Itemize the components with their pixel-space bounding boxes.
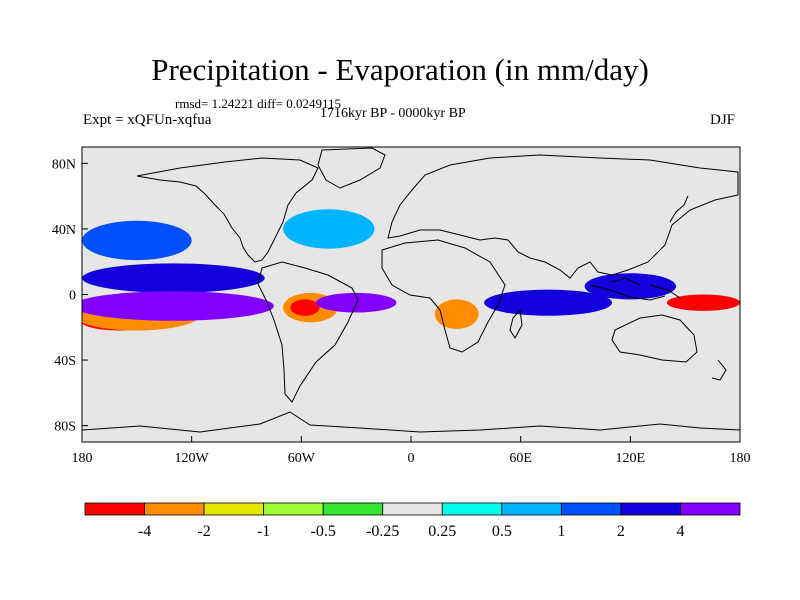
colorbar-swatch-5 <box>382 502 443 516</box>
coastline-south-america <box>257 261 359 403</box>
coastline-layer <box>82 147 740 433</box>
y-tick-label-2: 0 <box>69 289 76 304</box>
field-feature-10 <box>434 299 479 329</box>
coastline-africa <box>381 239 506 353</box>
colorbar-swatch-9 <box>620 502 681 516</box>
coastline-new-zealand <box>711 359 727 381</box>
colorbar-swatch-6 <box>441 502 503 516</box>
field-layer <box>82 209 740 331</box>
coastline-japan <box>669 195 689 223</box>
y-tick-label-3: 40S <box>54 354 76 369</box>
season-label: DJF <box>710 112 736 128</box>
colorbar-swatch-3 <box>263 502 324 516</box>
colorbar-label-1: -2 <box>197 523 210 540</box>
colorbar-label-2: -1 <box>257 523 270 540</box>
colorbar-label-8: 2 <box>617 523 625 540</box>
field-feature-9 <box>283 209 375 249</box>
stats-label: rmsd= 1.24221 diff= 0.0249115 <box>175 96 341 111</box>
colorbar-swatch-1 <box>144 502 205 516</box>
colorbar-label-9: 4 <box>676 523 684 540</box>
field-feature-5 <box>82 220 192 261</box>
y-tick-label-1: 40N <box>52 223 76 238</box>
colorbar-label-6: 0.5 <box>492 523 512 540</box>
colorbar-swatch-0 <box>84 502 145 516</box>
colorbar-label-7: 1 <box>557 523 565 540</box>
axis-ticks: 180 120W 60W 0 60E 120E 180 80N 40N 0 40S 80S <box>52 157 751 466</box>
colorbar: -4 -2 -1 -0.5 -0.25 0.25 0.5 1 2 4 <box>84 502 741 540</box>
coastline-europe-asia <box>387 154 739 279</box>
coastline-antarctica <box>82 411 740 433</box>
coastline-australia <box>611 314 698 363</box>
coastline-greenland <box>317 147 386 189</box>
y-tick-label-0: 80N <box>52 157 76 172</box>
colorbar-label-5: 0.25 <box>428 523 456 540</box>
colorbar-label-3: -0.5 <box>311 523 336 540</box>
colorbar-label-4: -0.25 <box>366 523 399 540</box>
field-feature-7 <box>290 299 320 316</box>
x-tick-label-5: 120E <box>616 451 646 466</box>
colorbar-swatch-7 <box>501 502 562 516</box>
field-feature-4 <box>82 291 274 321</box>
period-label: 1716kyr BP - 0000kyr BP <box>320 106 466 121</box>
colorbar-label-0: -4 <box>138 523 151 540</box>
chart-title: Precipitation - Evaporation (in mm/day) <box>151 52 649 87</box>
field-feature-13 <box>666 294 740 311</box>
x-tick-label-4: 60E <box>509 451 532 466</box>
field-feature-3 <box>82 263 265 293</box>
x-tick-label-3: 0 <box>408 451 415 466</box>
colorbar-swatch-4 <box>322 502 384 516</box>
x-tick-label-6: 180 <box>730 451 751 466</box>
x-tick-label-2: 60W <box>288 451 316 466</box>
y-tick-label-4: 80S <box>54 420 76 435</box>
field-feature-12 <box>584 273 677 300</box>
coastline-north-america <box>136 157 319 263</box>
coastline-madagascar <box>509 308 523 339</box>
colorbar-swatch-10 <box>680 502 741 516</box>
colorbar-swatch-8 <box>560 502 622 516</box>
x-tick-label-1: 120W <box>175 451 210 466</box>
colorbar-swatch-2 <box>203 502 265 516</box>
coastline-maritime-continent <box>589 277 681 301</box>
x-tick-label-0: 180 <box>72 451 93 466</box>
field-feature-8 <box>315 292 397 313</box>
experiment-label: Expt = xQFUn-xqfua <box>83 112 212 128</box>
field-feature-11 <box>484 289 613 316</box>
